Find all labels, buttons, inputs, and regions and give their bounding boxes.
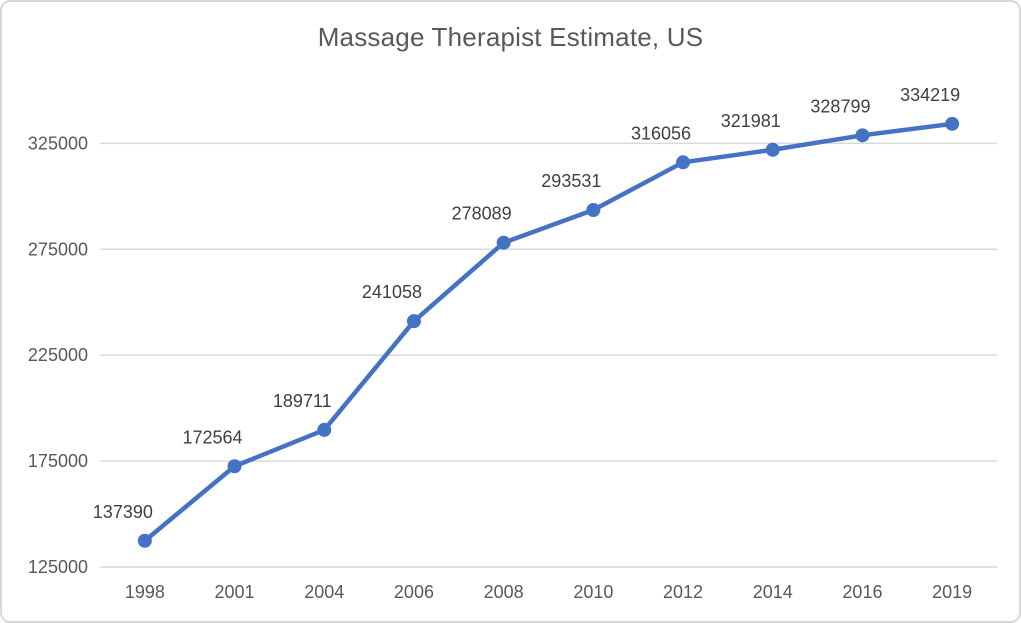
data-point-marker (137, 533, 152, 548)
data-point-marker (317, 422, 332, 437)
data-point-label: 321981 (721, 111, 781, 131)
chart-title: Massage Therapist Estimate, US (317, 22, 704, 52)
data-point-marker (855, 128, 870, 143)
data-point-label: 334219 (900, 85, 960, 105)
series-line (142, 121, 955, 544)
x-axis-tick-label: 2010 (573, 582, 613, 602)
y-axis-tick-label: 325000 (28, 133, 88, 153)
x-axis-tick-label: 2014 (753, 582, 793, 602)
data-point-marker (586, 203, 601, 218)
x-axis-tick-label: 2016 (842, 582, 882, 602)
data-point-label: 189711 (273, 391, 332, 411)
data-point-marker (227, 459, 242, 474)
x-axis-tick-label: 2008 (484, 582, 524, 602)
x-axis-tick-label: 2012 (663, 582, 703, 602)
y-axis-tick-label: 125000 (28, 557, 88, 577)
data-point-marker (765, 142, 780, 157)
data-point-label: 137390 (93, 502, 153, 522)
x-axis-tick-label: 2001 (215, 582, 255, 602)
data-point-label: 328799 (810, 96, 870, 116)
y-axis-tick-label: 175000 (28, 451, 88, 471)
data-point-label: 172564 (183, 427, 243, 447)
data-point-marker (945, 116, 960, 131)
data-point-marker (496, 235, 511, 250)
data-point-label: 241058 (362, 282, 422, 302)
data-point-marker (406, 314, 421, 329)
x-axis-tick-label: 2006 (394, 582, 434, 602)
y-axis-tick-label: 225000 (28, 345, 88, 365)
data-point-marker (676, 155, 691, 170)
data-point-label: 278089 (452, 204, 512, 224)
data-point-label: 316056 (631, 123, 691, 143)
data-point-label: 293531 (541, 171, 601, 191)
y-axis-tick-label: 275000 (28, 239, 88, 259)
x-axis-tick-label: 2004 (304, 582, 344, 602)
x-axis-tick-label: 2019 (932, 582, 972, 602)
x-axis-tick-label: 1998 (125, 582, 165, 602)
